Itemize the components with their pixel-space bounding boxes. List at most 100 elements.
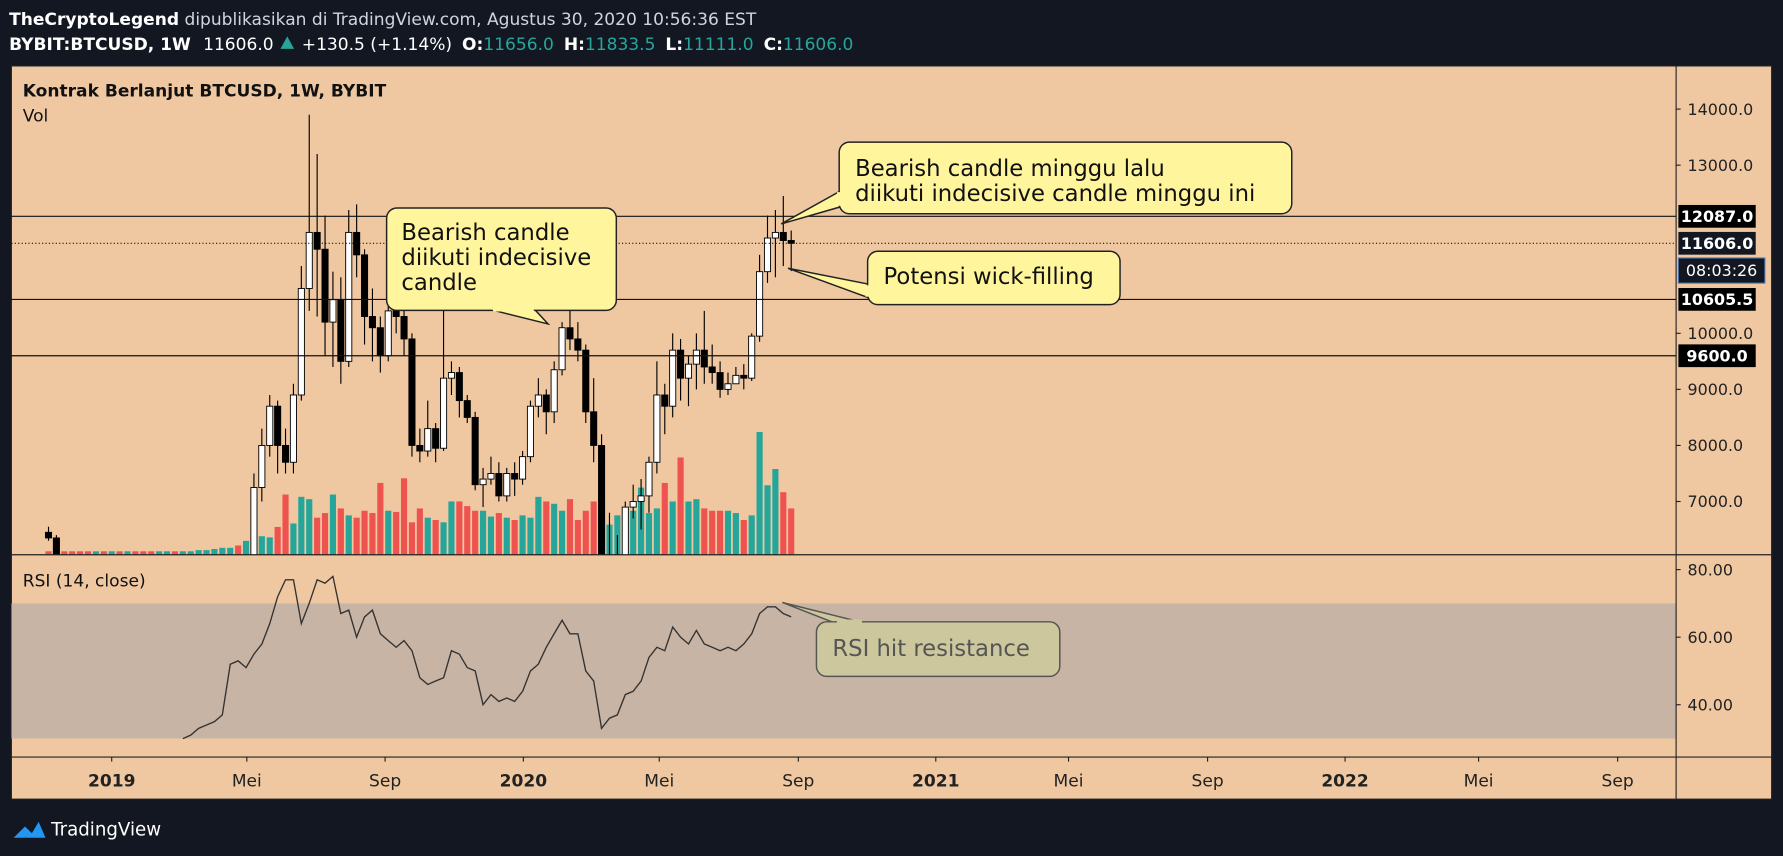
y-tick-label: 14000.0	[1687, 100, 1753, 119]
candle-body	[653, 394, 661, 463]
rsi-title: RSI (14, close)	[23, 572, 146, 592]
callout: RSI hit resistance	[782, 601, 1061, 678]
candle-body	[289, 394, 297, 463]
candle-body	[534, 394, 542, 407]
volume-bar	[290, 523, 297, 555]
header-line-2: BYBIT:BTCUSD, 1W 11606.0 +130.5 (+1.14%)…	[9, 35, 853, 55]
volume-bar	[84, 551, 92, 555]
ohlc-value: 11833.5	[585, 35, 656, 55]
candle-body	[432, 428, 440, 449]
candle-body	[52, 537, 60, 555]
volume-bar	[266, 537, 273, 555]
ohlc-key: L:	[665, 35, 683, 55]
volume-bar	[740, 520, 747, 555]
candle-body	[677, 349, 685, 379]
logo-mark	[13, 821, 46, 838]
y-tick-label: 60.00	[1687, 628, 1733, 647]
volume-bar	[448, 501, 455, 555]
volume-bar	[780, 492, 787, 555]
candle-body	[305, 231, 313, 289]
level-label: 10605.5	[1681, 290, 1753, 309]
volume-bar	[440, 522, 447, 555]
candle-body	[321, 248, 329, 323]
x-tick-label: Sep	[1602, 772, 1634, 792]
level-label-box	[1678, 231, 1756, 255]
volume-bar	[171, 551, 178, 555]
level-label: 9600.0	[1686, 346, 1747, 365]
volume-bar	[242, 540, 250, 555]
candle-body	[416, 444, 424, 452]
volume-bar	[203, 550, 210, 555]
candle-body	[424, 428, 432, 452]
candle-body	[274, 405, 282, 446]
candle-body	[661, 394, 669, 407]
candle-body	[440, 377, 448, 449]
volume-bar	[77, 551, 84, 555]
volume-bar	[148, 551, 155, 555]
candle-body	[471, 416, 479, 486]
volume-bar	[163, 551, 171, 555]
callout-seam	[836, 192, 843, 206]
candle-body	[258, 444, 266, 488]
candle-body	[345, 231, 353, 362]
candle-body	[487, 473, 495, 480]
candle-body	[763, 237, 772, 273]
level-label-box	[1678, 204, 1756, 228]
volume-label: Vol	[23, 107, 49, 127]
candle-body	[621, 506, 629, 555]
volume-bar	[235, 545, 242, 555]
volume-bar	[61, 551, 68, 555]
callout-box	[838, 141, 1293, 215]
volume-bar	[511, 520, 518, 555]
volume-bar	[282, 494, 289, 555]
candle-body	[637, 495, 645, 502]
candle-body	[479, 478, 487, 486]
volume-bar	[306, 499, 313, 555]
candle-body	[566, 327, 574, 340]
author: TheCryptoLegend	[9, 10, 179, 30]
candle-body	[44, 531, 53, 539]
callout-seam	[865, 285, 872, 297]
y-tick-label: 13000.0	[1687, 156, 1753, 175]
volume-bar	[227, 547, 234, 555]
up-arrow	[280, 36, 295, 49]
last-price: 11606.0	[203, 35, 274, 55]
candle-body	[558, 327, 566, 371]
candle-body	[495, 473, 503, 497]
candle-body	[574, 338, 582, 351]
x-tick-label: Mei	[1464, 772, 1494, 792]
volume-bar	[551, 503, 558, 555]
candle-body	[550, 369, 558, 413]
ohlc-value: 11111.0	[683, 35, 754, 55]
volume-bar	[677, 457, 684, 555]
candle-body	[708, 366, 716, 374]
volume-bar	[393, 511, 400, 555]
volume-bar	[495, 513, 502, 555]
x-tick-label: 2022	[1321, 772, 1368, 792]
volume-bar	[69, 551, 76, 555]
volume-bar	[630, 510, 637, 555]
candle-body	[337, 299, 345, 362]
price-pane	[44, 114, 795, 555]
volume-bar	[764, 485, 771, 555]
x-tick-label: Mei	[1054, 772, 1084, 792]
callout: Bearish candle minggu lalu diikuti indec…	[780, 141, 1293, 225]
change: +130.5 (+1.14%)	[302, 35, 452, 55]
volume-bar	[535, 496, 542, 555]
logo	[13, 821, 46, 838]
volume-bar	[472, 510, 479, 555]
volume-bar	[140, 551, 147, 555]
volume-bar	[487, 516, 495, 555]
callout: Potensi wick-filling	[787, 250, 1121, 306]
volume-bar	[566, 499, 574, 555]
callout-text: diikuti indecisive	[401, 245, 591, 271]
volume-bar	[377, 482, 384, 555]
candle-body	[756, 271, 764, 337]
volume-bar	[748, 515, 755, 555]
volume-bar	[559, 510, 566, 555]
candle-body	[645, 461, 653, 497]
chart-title: Kontrak Berlanjut BTCUSD, 1W, BYBIT	[23, 82, 387, 102]
volume-bar	[456, 501, 463, 555]
callout-text: candle	[401, 270, 477, 296]
callout-text: Potensi wick-filling	[884, 264, 1094, 290]
